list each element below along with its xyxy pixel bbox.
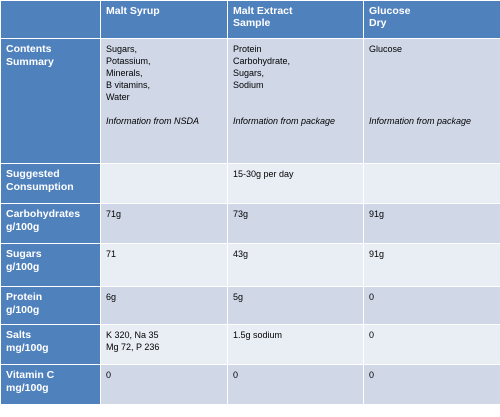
table-cell: 71: [100, 243, 228, 287]
spacer: [369, 103, 495, 115]
table-cell: [100, 163, 228, 204]
table-cell: 6g: [100, 286, 228, 325]
spacer: [233, 91, 358, 103]
salts-row: Salts mg/100g K 320, Na 35 Mg 72, P 236 1.…: [0, 324, 500, 365]
spacer: [369, 91, 495, 103]
ingredient-line: Glucose: [369, 44, 403, 54]
table-cell: 0: [227, 364, 364, 405]
ingredient-line: Protein: [233, 44, 262, 54]
contents-cell-malt-syrup: Sugars, Potassium, Minerals, B vitamins,…: [100, 38, 228, 164]
carbohydrates-row: Carbohydrates g/100g 71g 73g 91g: [0, 203, 500, 244]
table-cell: 91g: [363, 243, 500, 287]
row-header: Carbohydrates g/100g: [0, 203, 101, 244]
row-header: Suggested Consumption: [0, 163, 101, 204]
spacer: [233, 103, 358, 115]
ingredient-line: Sugars,: [106, 44, 138, 54]
ingredient-line: Carbohydrate,: [233, 56, 291, 66]
column-header-malt-syrup: Malt Syrup: [100, 0, 228, 39]
column-header-malt-extract: Malt Extract Sample: [227, 0, 364, 39]
column-header-line: Malt Extract Sample: [233, 5, 293, 29]
table-cell: 0: [363, 324, 500, 365]
row-header: Protein g/100g: [0, 286, 101, 325]
source-note: Information from NSDA: [106, 116, 200, 126]
suggested-consumption-row: Suggested Consumption 15-30g per day: [0, 163, 500, 204]
table-cell: 0: [363, 364, 500, 405]
table-cell: 5g: [227, 286, 364, 325]
spacer: [369, 79, 495, 91]
table-cell: 91g: [363, 203, 500, 244]
row-header: Sugars g/100g: [0, 243, 101, 287]
table-cell: 1.5g sodium: [227, 324, 364, 365]
table-cell: [363, 163, 500, 204]
source-note: Information from package: [233, 116, 336, 126]
row-header: Contents Summary: [0, 38, 101, 164]
ingredient-line: Sugars,: [233, 68, 265, 78]
table-cell: 71g: [100, 203, 228, 244]
ingredient-line: Water: [106, 92, 130, 102]
table-cell: 0: [100, 364, 228, 405]
ingredient-line: Potassium,: [106, 56, 151, 66]
table-cell: 73g: [227, 203, 364, 244]
column-header-glucose: Glucose Dry: [363, 0, 500, 39]
corner-header: [0, 0, 101, 39]
protein-row: Protein g/100g 6g 5g 0: [0, 286, 500, 325]
column-header-line: Malt Syrup: [106, 5, 160, 17]
sugars-row: Sugars g/100g 71 43g 91g: [0, 243, 500, 287]
ingredient-line: Sodium: [233, 80, 264, 90]
table-cell: 0: [363, 286, 500, 325]
row-header: Salts mg/100g: [0, 324, 101, 365]
table-cell: 43g: [227, 243, 364, 287]
header-row: Malt Syrup Malt Extract Sample Glucose Dry: [0, 0, 500, 39]
nutrition-comparison-table: Malt Syrup Malt Extract Sample Glucose Dry…: [0, 0, 500, 405]
contents-summary-row: Contents Summary Sugars, Potassium, Miner…: [0, 38, 500, 164]
contents-cell-malt-extract: Protein Carbohydrate, Sugars, Sodium Inf…: [227, 38, 364, 164]
ingredient-line: Minerals,: [106, 68, 143, 78]
table-cell: 15-30g per day: [227, 163, 364, 204]
source-note: Information from package: [369, 116, 472, 126]
spacer: [369, 67, 495, 79]
spacer: [106, 103, 222, 115]
ingredient-line: B vitamins,: [106, 80, 151, 90]
column-header-line: Glucose Dry: [369, 5, 411, 29]
contents-cell-glucose: Glucose Information from package: [363, 38, 500, 164]
spacer: [369, 55, 495, 67]
table-cell: K 320, Na 35 Mg 72, P 236: [100, 324, 228, 365]
